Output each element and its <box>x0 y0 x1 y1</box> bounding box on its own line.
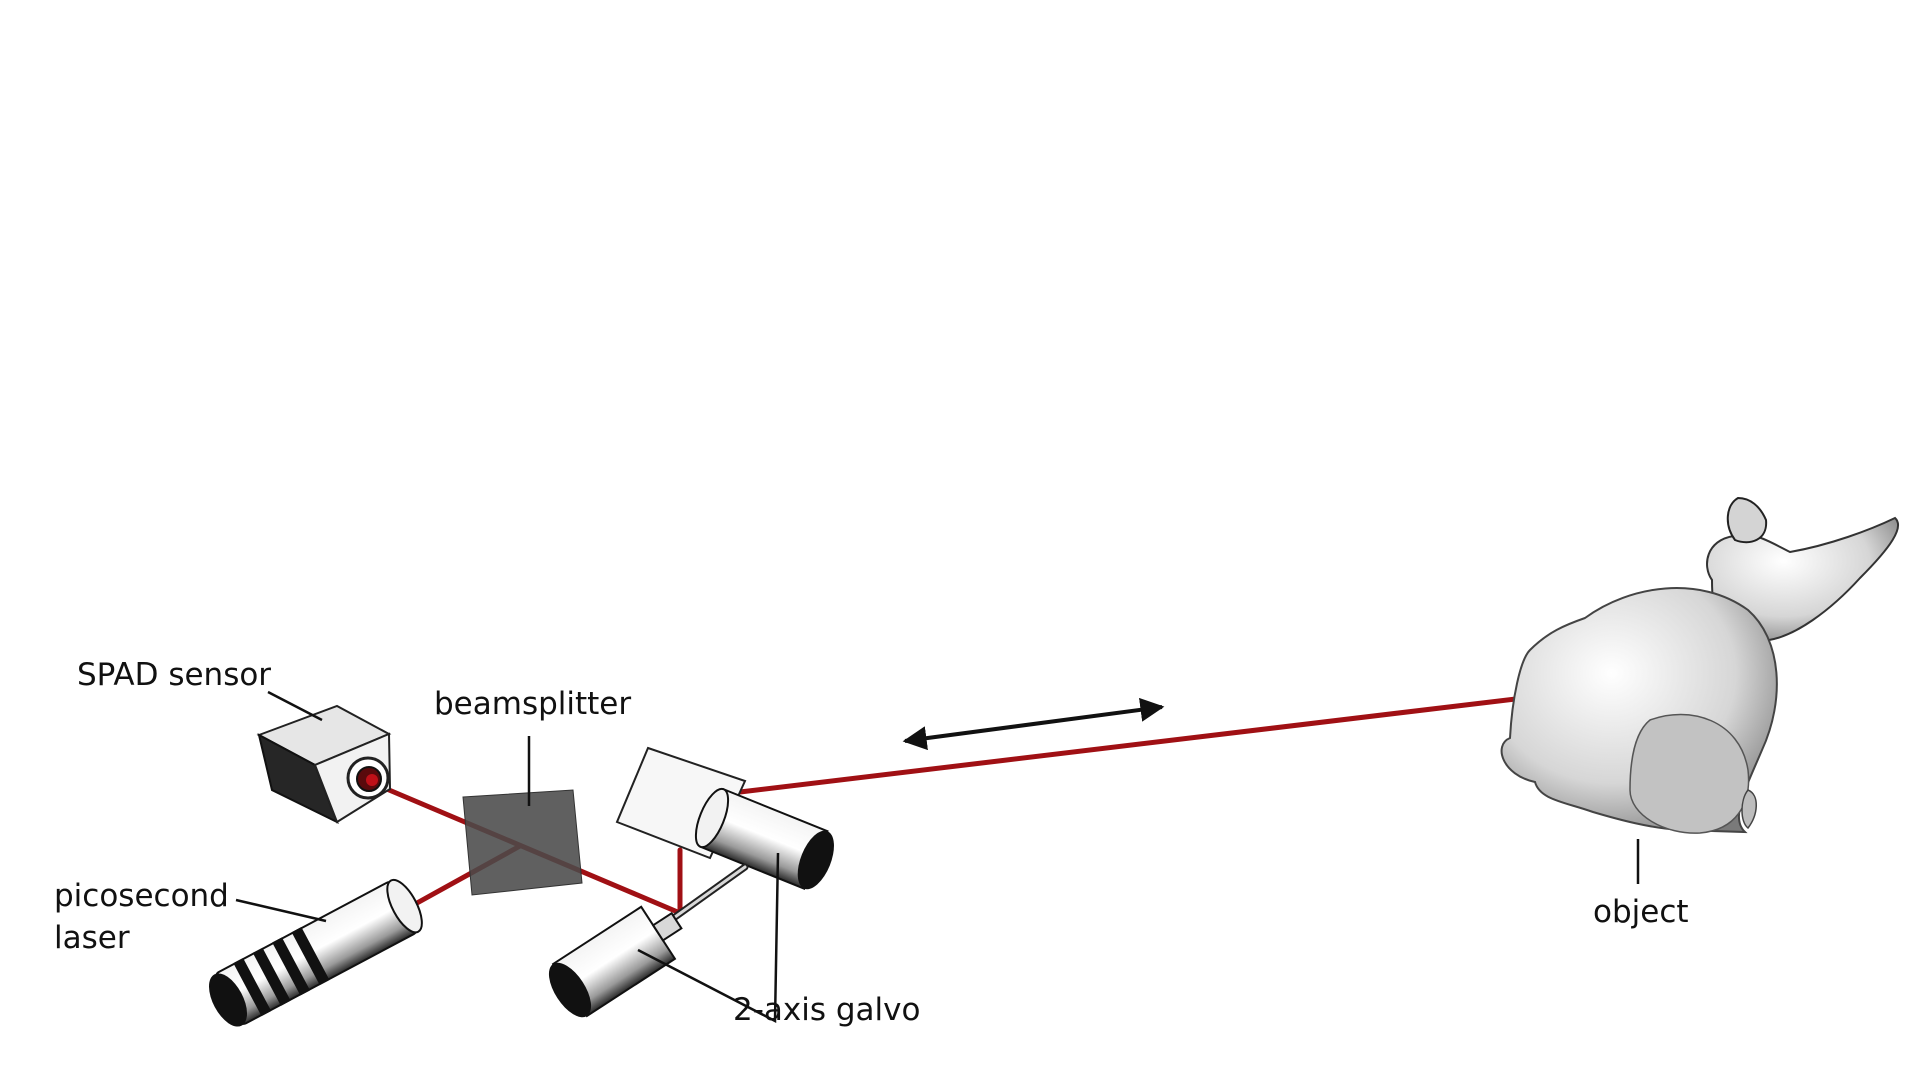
laser-label-line2: laser <box>54 920 130 956</box>
picosecond-laser-icon <box>209 878 423 1027</box>
double-arrow-icon <box>902 697 1165 751</box>
laser-label-line1: picosecond <box>54 878 229 914</box>
spad-sensor-icon <box>256 704 392 825</box>
leader-galvo <box>637 852 780 1024</box>
beamsplitter-label: beamsplitter <box>434 686 632 722</box>
object-label: object <box>1593 894 1689 930</box>
beamsplitter-icon <box>462 789 583 896</box>
leader-lines <box>235 690 1640 1024</box>
leader-spad-sensor <box>267 690 323 722</box>
leader-laser <box>235 898 327 923</box>
galvo-label: 2-axis galvo <box>733 992 921 1028</box>
spad-sensor-label: SPAD sensor <box>77 657 272 693</box>
bunny-object-icon <box>1500 496 1900 834</box>
galvo-mirror-icon <box>548 746 834 1018</box>
